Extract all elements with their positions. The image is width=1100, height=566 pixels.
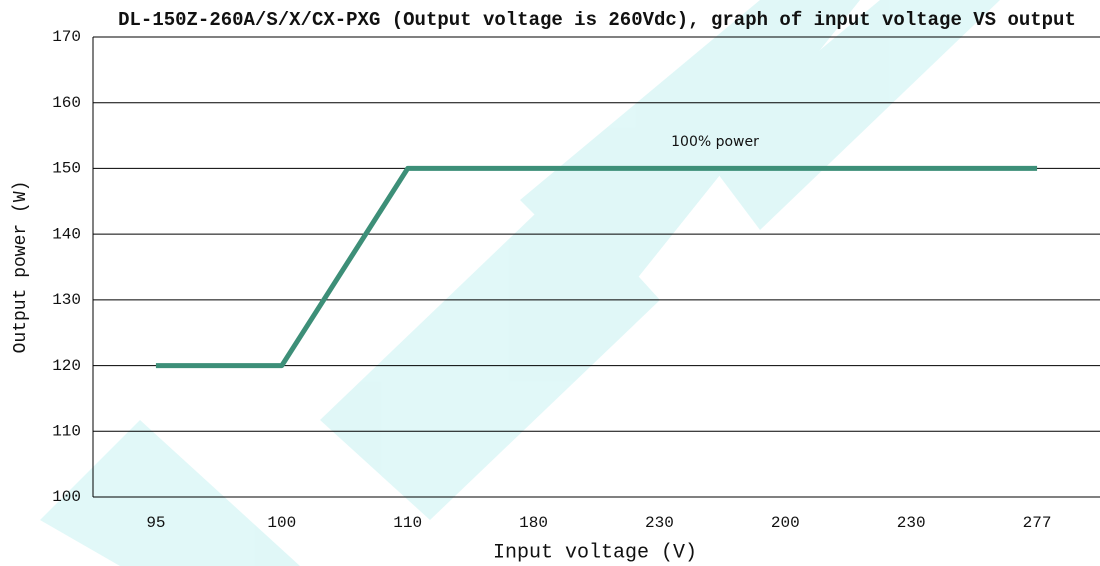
- y-axis-label: Output power (W): [11, 181, 31, 354]
- chart-title: DL-150Z-260A/S/X/CX-PXG (Output voltage …: [118, 9, 1076, 31]
- x-tick-label: 277: [1023, 514, 1052, 532]
- y-tick-label: 100: [52, 488, 81, 506]
- watermark: [40, 0, 1000, 566]
- y-tick-label: 160: [52, 94, 81, 112]
- x-tick-label: 110: [393, 514, 422, 532]
- y-tick-label: 120: [52, 357, 81, 375]
- x-tick-label: 100: [267, 514, 296, 532]
- y-tick-label: 140: [52, 225, 81, 243]
- y-tick-label: 130: [52, 291, 81, 309]
- data-line: [155, 165, 1038, 369]
- x-tick-label: 180: [519, 514, 548, 532]
- x-tick-label: 200: [771, 514, 800, 532]
- x-tick-label: 230: [645, 514, 674, 532]
- y-tick-label: 170: [52, 28, 81, 46]
- y-tick-label: 110: [52, 423, 81, 441]
- y-tick-label: 150: [52, 160, 81, 178]
- x-axis-label: Input voltage (V): [493, 541, 697, 564]
- x-tick-label: 95: [146, 514, 165, 532]
- annotation: 100% power: [671, 134, 759, 150]
- x-tick-label: 230: [897, 514, 926, 532]
